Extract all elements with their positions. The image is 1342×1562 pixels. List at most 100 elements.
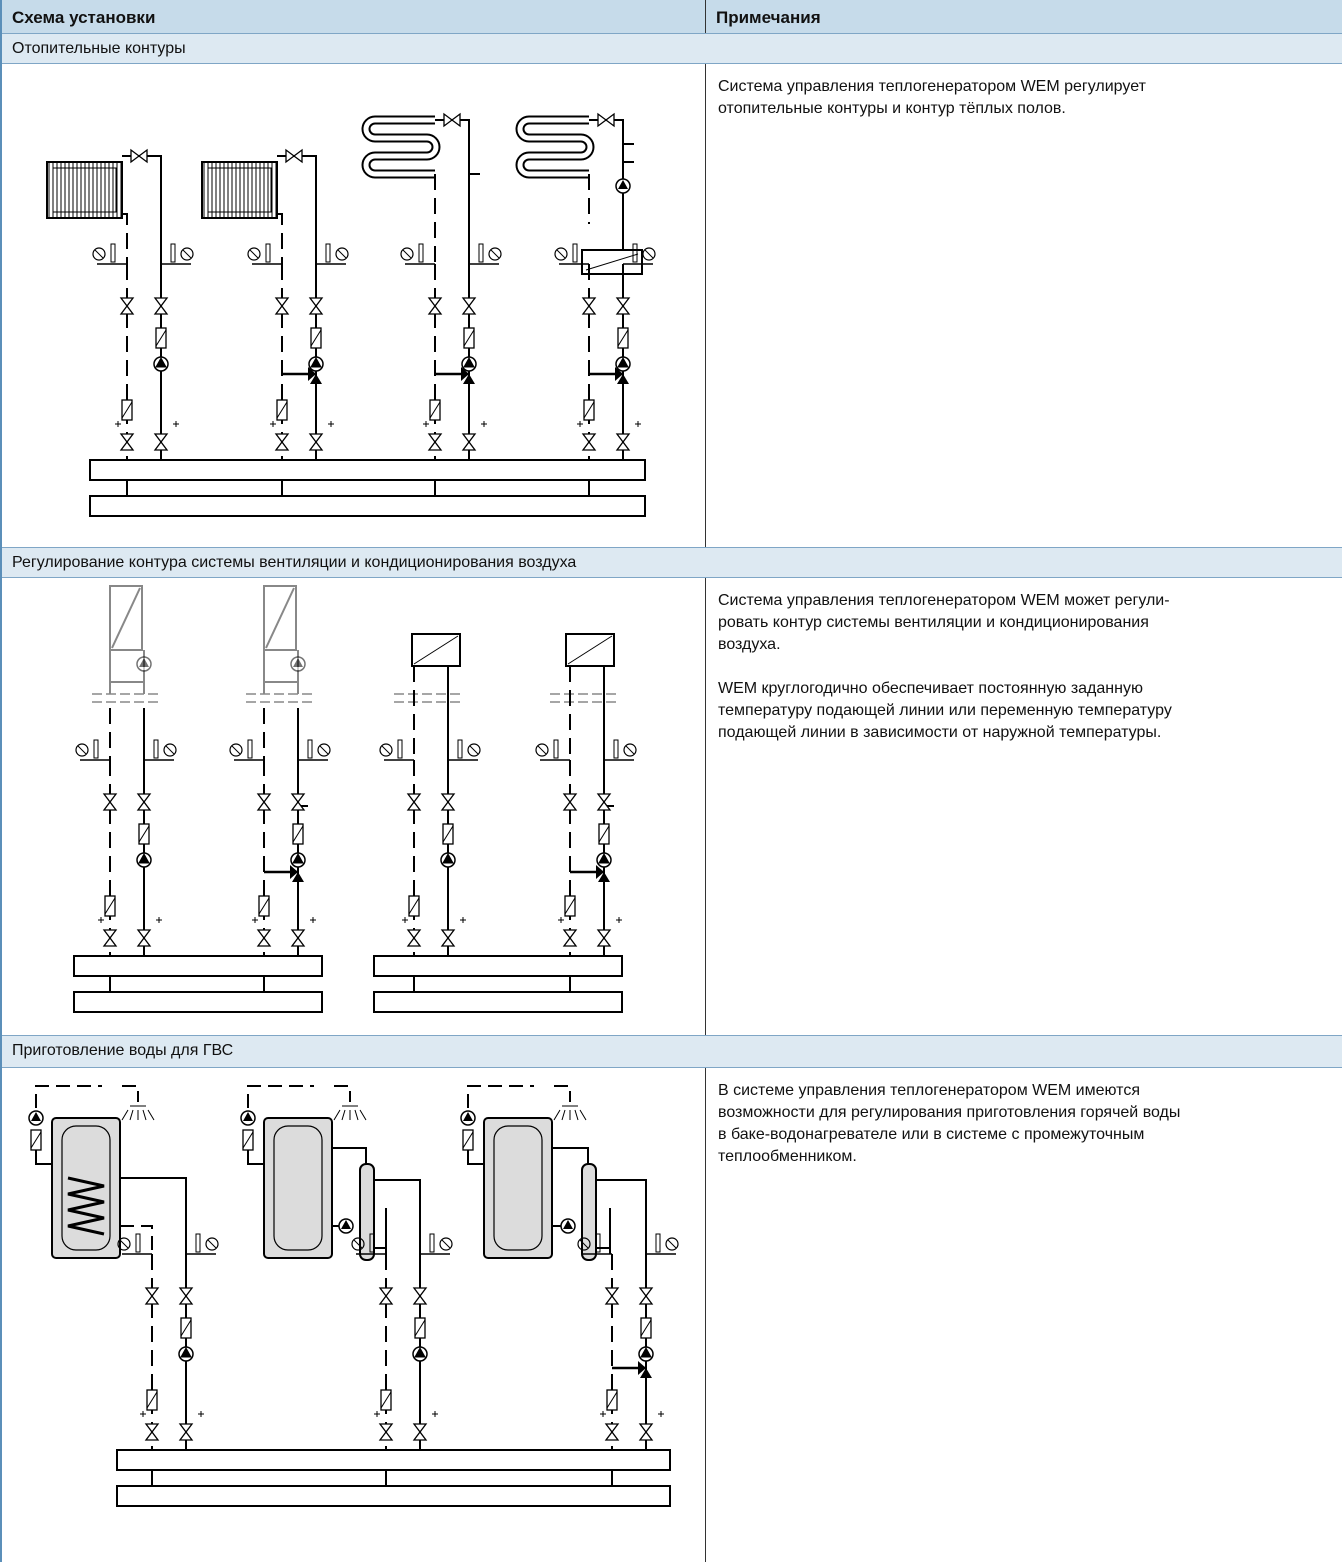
ventilation-diagram bbox=[73, 585, 706, 1013]
text-line: в баке-водонагревателе или в системе с п… bbox=[718, 1126, 1145, 1143]
diagram-line bbox=[585, 253, 639, 271]
text-line: ровать контур системы вентиляции и конди… bbox=[718, 614, 1149, 631]
diagram-use bbox=[560, 1218, 576, 1234]
diagram-path bbox=[67, 1176, 105, 1236]
diagram-use bbox=[401, 244, 501, 460]
text-line: воздуха. bbox=[718, 636, 781, 653]
diagram-use bbox=[597, 113, 615, 127]
diagram-line bbox=[567, 635, 613, 665]
diagram-g bbox=[92, 585, 618, 703]
diagram-rect bbox=[373, 955, 623, 977]
diagram-path bbox=[120, 1147, 611, 1254]
diagram-line bbox=[413, 635, 459, 665]
diagram-use bbox=[242, 1129, 254, 1151]
diagram-line bbox=[111, 587, 141, 649]
diagram-use bbox=[93, 244, 193, 460]
diagram-path bbox=[374, 1179, 647, 1254]
diagram-use bbox=[290, 656, 306, 672]
text-line: WEM круглогодично обеспечивает постоянну… bbox=[718, 680, 1143, 697]
diagram-use bbox=[536, 740, 636, 956]
diagram-cell bbox=[2, 578, 706, 1035]
diagram-path bbox=[435, 119, 634, 264]
diagram-cell bbox=[2, 1068, 706, 1562]
diagram-use bbox=[201, 161, 278, 219]
text-line: Система управления теплогенератором WEM … bbox=[718, 78, 1146, 95]
diagram-use bbox=[28, 1110, 44, 1126]
paragraph: В системе управления теплогенератором WE… bbox=[718, 1080, 1332, 1168]
paragraph: Система управления теплогенератором WEM … bbox=[718, 76, 1332, 120]
diagram-use bbox=[240, 1110, 256, 1126]
diagram-use bbox=[460, 1110, 476, 1126]
diagram-cell bbox=[2, 64, 706, 547]
diagram-path bbox=[126, 480, 590, 496]
diagram-rect bbox=[373, 991, 623, 1013]
diagram-path bbox=[434, 174, 590, 264]
diagram-rect bbox=[116, 1485, 671, 1507]
text-line: теплообменником. bbox=[718, 1148, 857, 1165]
heating-diagram bbox=[46, 113, 706, 517]
notes-cell: Система управления теплогенератором WEM … bbox=[706, 64, 1342, 547]
text-line: возможности для регулирования приготовле… bbox=[718, 1104, 1181, 1121]
section-title: Отопительные контуры bbox=[2, 34, 1342, 64]
notes-cell: В системе управления теплогенератором WE… bbox=[706, 1068, 1342, 1562]
diagram-use bbox=[76, 740, 176, 956]
diagram-path bbox=[109, 666, 571, 760]
diagram-use bbox=[462, 1129, 474, 1151]
diagram-rect bbox=[73, 991, 323, 1013]
diagram-use bbox=[615, 178, 631, 194]
diagram-path bbox=[35, 1085, 571, 1108]
diagram-use bbox=[136, 656, 152, 672]
diagram-use bbox=[285, 149, 303, 163]
text-line: отопительные контуры и контур тёплых пол… bbox=[718, 100, 1066, 117]
dhw-diagram bbox=[28, 1085, 706, 1507]
diagram-use bbox=[130, 149, 148, 163]
diagram-path bbox=[35, 1150, 484, 1165]
diagram-use bbox=[30, 1129, 42, 1151]
diagram-use bbox=[118, 1234, 218, 1450]
diagram-use bbox=[230, 740, 330, 956]
diagram-use bbox=[46, 161, 123, 219]
section-title: Регулирование контура системы вентиляции… bbox=[2, 548, 1342, 578]
diagram-use bbox=[333, 1105, 367, 1121]
diagram-path bbox=[122, 213, 283, 264]
diagram-path bbox=[109, 976, 571, 992]
paragraph: WEM круглогодично обеспечивает постоянну… bbox=[718, 678, 1332, 744]
diagram-rect bbox=[109, 585, 143, 651]
text-line: В системе управления теплогенератором WE… bbox=[718, 1082, 1140, 1099]
diagram-use bbox=[578, 1234, 678, 1450]
diagram-use bbox=[338, 1218, 354, 1234]
diagram-use bbox=[366, 120, 436, 174]
diagram-path bbox=[92, 693, 618, 703]
diagram-line bbox=[265, 587, 295, 649]
diagram-use bbox=[263, 1117, 333, 1259]
diagram-path bbox=[109, 650, 299, 694]
header-cell: Примечания bbox=[716, 8, 821, 27]
paragraph: Система управления теплогенератором WEM … bbox=[718, 590, 1332, 656]
diagram-rect bbox=[89, 459, 646, 481]
diagram-use bbox=[555, 244, 655, 460]
diagram-rect bbox=[263, 585, 297, 651]
diagram-rect bbox=[581, 1163, 597, 1261]
diagram-use bbox=[553, 1105, 587, 1121]
header-cell: Схема установки bbox=[2, 0, 706, 33]
text-line: температуру подающей линии или переменну… bbox=[718, 702, 1172, 719]
content-row: В системе управления теплогенератором WE… bbox=[2, 1068, 1342, 1562]
content-row: Система управления теплогенератором WEM … bbox=[2, 64, 1342, 548]
diagram-path bbox=[143, 666, 614, 807]
diagram-use bbox=[51, 1117, 121, 1259]
diagram-rect bbox=[73, 955, 323, 977]
diagram-use bbox=[483, 1117, 553, 1259]
header-row: Схема установки Примечания bbox=[2, 0, 1342, 34]
diagram-path bbox=[151, 1470, 613, 1486]
content-row: Система управления теплогенератором WEM … bbox=[2, 578, 1342, 1036]
diagram-use bbox=[248, 244, 348, 460]
diagram-rect bbox=[116, 1449, 671, 1471]
diagram-use bbox=[352, 1234, 452, 1450]
section-title: Приготовление воды для ГВС bbox=[2, 1036, 1342, 1068]
diagram-rect bbox=[359, 1163, 375, 1261]
text-line: подающей линии в зависимости от наружной… bbox=[718, 724, 1162, 741]
diagram-use bbox=[380, 740, 480, 956]
